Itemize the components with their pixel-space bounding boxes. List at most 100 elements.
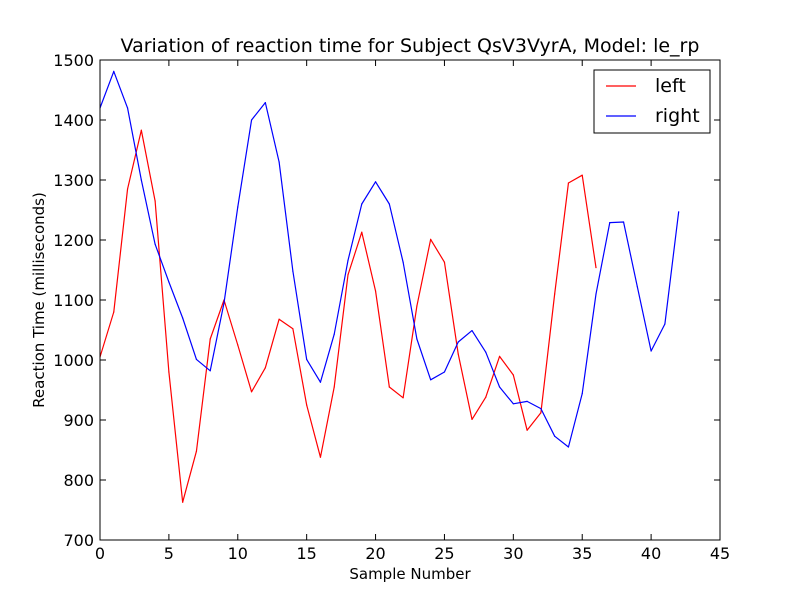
data-point-right [498, 386, 501, 388]
x-tick-label: 45 [710, 544, 730, 563]
data-point-right [471, 330, 473, 332]
data-point-left [195, 450, 198, 452]
data-point-right [388, 203, 390, 205]
data-point-right [374, 181, 377, 183]
y-axis-title: Reaction Time (milliseconds) [30, 192, 48, 408]
data-point-right [195, 358, 198, 360]
x-tick-label: 30 [503, 544, 523, 563]
data-point-left [512, 374, 514, 376]
data-point-left [347, 274, 349, 276]
y-tick-label: 900 [63, 411, 94, 430]
data-point-right [636, 286, 638, 288]
y-axis: 700 800 900 1000 1100 1200 1300 1400 1500 [53, 51, 720, 550]
data-point-right [347, 259, 349, 261]
data-point-left [457, 353, 459, 355]
data-point-left [498, 355, 501, 357]
y-tick-label: 1500 [53, 51, 94, 70]
data-point-right [126, 107, 129, 109]
data-point-left [540, 412, 542, 414]
data-point-right [278, 161, 280, 163]
chart-title: Variation of reaction time for Subject Q… [121, 35, 700, 57]
x-tick-label: 10 [228, 544, 248, 563]
data-point-left [168, 371, 170, 373]
data-point-right [113, 70, 115, 72]
x-tick-label: 0 [95, 544, 105, 563]
data-point-right [319, 381, 322, 383]
data-point-right [581, 393, 583, 395]
data-point-right [595, 293, 597, 295]
data-point-left [374, 290, 377, 292]
data-point-right [182, 317, 184, 319]
data-point-right [650, 350, 652, 352]
data-point-right [554, 435, 556, 437]
data-point-right [140, 179, 142, 181]
series-layer [99, 70, 680, 503]
x-axis-title: Sample Number [349, 565, 471, 583]
data-point-right [306, 358, 308, 360]
data-point-right [250, 119, 253, 121]
legend-box [593, 69, 711, 134]
data-point-left [250, 391, 253, 393]
data-point-left [595, 267, 597, 269]
y-tick-label: 1400 [53, 111, 94, 130]
data-point-left [126, 188, 129, 190]
data-point-left [140, 129, 142, 131]
data-point-right [292, 270, 294, 272]
data-point-right [154, 243, 156, 245]
data-point-left [416, 305, 418, 307]
data-point-left [113, 311, 115, 313]
data-point-left [443, 261, 446, 263]
data-point-right [567, 446, 570, 448]
data-point-right [678, 211, 680, 213]
y-tick-label: 1100 [53, 291, 94, 310]
legend-label-right: right [655, 105, 700, 127]
data-point-right [664, 323, 666, 325]
data-point-left [292, 328, 294, 330]
data-point-left [264, 367, 266, 369]
data-point-right [168, 281, 170, 283]
data-point-left [237, 344, 239, 346]
y-tick-label: 800 [63, 471, 94, 490]
data-point-right [223, 302, 225, 304]
data-point-left [361, 231, 363, 233]
y-tick-label: 1200 [53, 231, 94, 250]
data-point-right [361, 203, 363, 205]
data-point-left [154, 200, 156, 202]
data-point-left [567, 182, 570, 184]
data-point-right [264, 102, 266, 104]
y-tick-label: 1000 [53, 351, 94, 370]
data-point-left [554, 293, 556, 295]
data-point-left [581, 174, 583, 176]
data-point-right [485, 351, 487, 353]
data-point-left [430, 238, 432, 240]
data-point-right [540, 408, 542, 410]
data-point-right [526, 400, 528, 402]
data-point-left [182, 501, 184, 503]
x-tick-label: 15 [296, 544, 316, 563]
x-tick-label: 35 [572, 544, 592, 563]
data-point-right [402, 261, 404, 263]
data-point-right [457, 341, 459, 343]
x-tick-label: 40 [641, 544, 661, 563]
x-tick-label: 5 [164, 544, 174, 563]
data-point-right [209, 370, 211, 372]
legend: left right [593, 69, 711, 134]
data-point-left [388, 386, 390, 388]
data-point-left [306, 404, 308, 406]
data-point-left [278, 318, 280, 320]
data-point-left [209, 338, 211, 340]
y-tick-label: 1300 [53, 171, 94, 190]
data-point-right [430, 379, 432, 381]
data-point-right [512, 403, 514, 405]
data-point-left [526, 429, 528, 431]
data-point-left [471, 418, 473, 420]
data-point-right [237, 206, 239, 208]
data-point-right [609, 222, 611, 224]
data-point-left [333, 386, 335, 388]
y-tick-label: 700 [63, 531, 94, 550]
legend-label-left: left [655, 75, 686, 97]
data-point-right [416, 338, 418, 340]
x-tick-label: 20 [365, 544, 385, 563]
data-point-left [402, 397, 404, 399]
